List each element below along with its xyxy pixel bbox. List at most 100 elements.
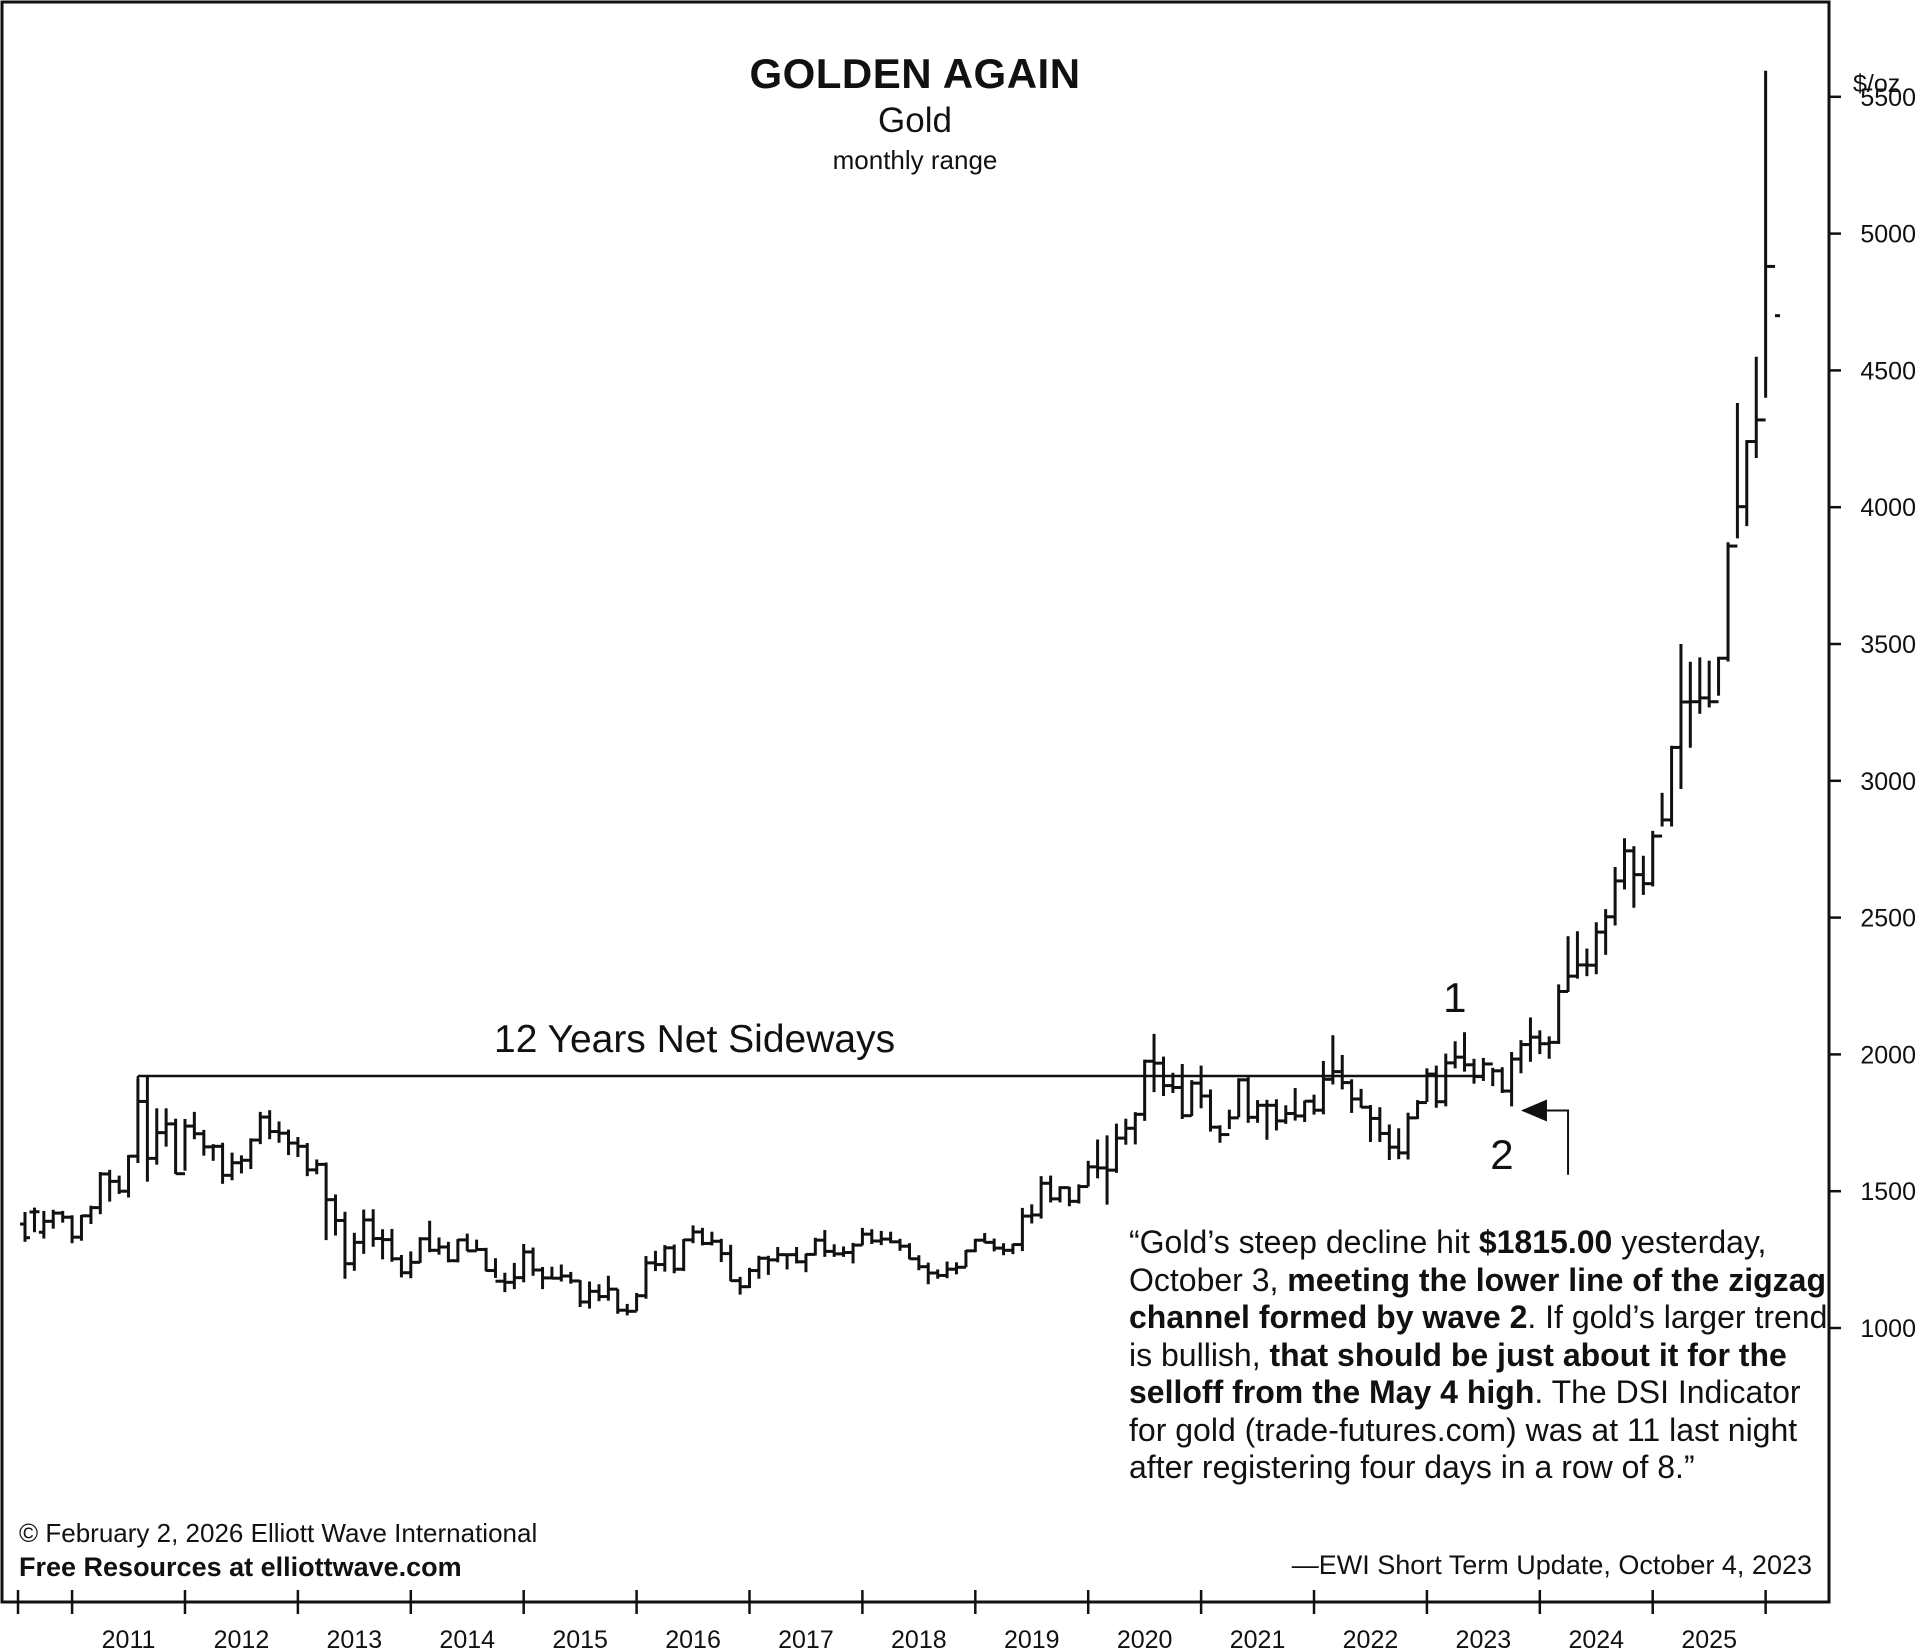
ohlc-bar <box>424 1220 435 1253</box>
ohlc-bar <box>349 1232 360 1271</box>
ohlc-bar <box>1412 1100 1423 1120</box>
ohlc-bar <box>1553 984 1564 1045</box>
ohlc-bar <box>1149 1033 1160 1093</box>
ohlc-bar <box>170 1118 181 1176</box>
ohlc-bar <box>179 1118 190 1176</box>
ohlc-bar <box>1214 1125 1225 1143</box>
ohlc-bar <box>1073 1184 1084 1204</box>
y-tick-label: 3000 <box>1860 768 1916 796</box>
ohlc-bar <box>1619 838 1630 890</box>
ohlc-bar <box>142 1076 153 1182</box>
ohlc-bar <box>1723 542 1734 662</box>
ohlc-bar <box>151 1108 162 1165</box>
y-tick-label: 5500 <box>1860 84 1916 112</box>
x-tick-label: 2012 <box>214 1626 270 1649</box>
ohlc-bar <box>358 1209 369 1254</box>
ohlc-bar <box>292 1137 303 1157</box>
quote-text-1: “Gold’s steep decline hit <box>1129 1224 1479 1260</box>
ohlc-bar <box>622 1303 633 1316</box>
sideways-label: 12 Years Net Sideways <box>494 1018 896 1061</box>
y-tick-label: 4500 <box>1860 357 1916 385</box>
ohlc-bar <box>311 1159 322 1175</box>
ohlc-bar <box>321 1162 332 1241</box>
ohlc-bar <box>782 1253 793 1270</box>
ohlc-bar <box>1139 1059 1150 1121</box>
x-tick-label: 2014 <box>439 1626 495 1649</box>
ohlc-bar <box>1017 1207 1028 1252</box>
ohlc-bar <box>1657 792 1668 838</box>
x-tick-label: 2016 <box>665 1626 721 1649</box>
x-tick-label: 2023 <box>1456 1626 1512 1649</box>
ohlc-bar <box>1628 846 1639 908</box>
ohlc-bar <box>989 1238 1000 1252</box>
ohlc-bar <box>1064 1186 1075 1207</box>
ohlc-bar <box>1243 1077 1254 1123</box>
ohlc-bar <box>753 1255 764 1279</box>
ohlc-bar <box>1469 1058 1479 1084</box>
quote-text-2: yesterday, October 3, <box>1129 1224 1767 1298</box>
ohlc-bar <box>1713 656 1724 704</box>
ohlc-bar <box>1045 1175 1056 1203</box>
ohlc-bar <box>227 1152 238 1181</box>
ohlc-bar <box>932 1269 943 1279</box>
ohlc-bar <box>706 1231 717 1246</box>
quote-bold-2: meeting the lower line of the zigzag cha… <box>1129 1261 1827 1336</box>
ohlc-bar <box>1751 356 1762 458</box>
ohlc-bar <box>556 1264 567 1282</box>
ohlc-bar <box>330 1194 341 1236</box>
ohlc-bar <box>123 1154 134 1198</box>
wave-1-label: 1 <box>1443 973 1467 1021</box>
ohlc-bar <box>189 1111 200 1140</box>
ohlc-bar <box>1252 1100 1263 1123</box>
ohlc-bar <box>688 1225 699 1244</box>
ohlc-bar <box>1356 1088 1367 1109</box>
ohlc-bar <box>499 1272 510 1293</box>
ohlc-bar <box>1233 1078 1244 1120</box>
ohlc-bar <box>1092 1139 1103 1179</box>
ohlc-bar <box>1346 1079 1357 1113</box>
ohlc-bar <box>960 1249 971 1269</box>
free-resources-link[interactable]: Free Resources at elliottwave.com <box>19 1552 462 1582</box>
ohlc-bar <box>998 1243 1009 1256</box>
ohlc-bar <box>594 1284 604 1302</box>
ohlc-bar <box>415 1237 426 1264</box>
y-tick-label: 3500 <box>1860 631 1916 659</box>
ohlc-bar <box>942 1261 953 1279</box>
ohlc-bar <box>904 1243 915 1261</box>
ohlc-bar <box>1741 440 1752 527</box>
ohlc-bar <box>132 1078 143 1164</box>
ohlc-bar <box>1694 657 1705 714</box>
ohlc-bar <box>368 1209 379 1247</box>
ohlc-bar <box>631 1292 642 1313</box>
ohlc-bar <box>848 1242 859 1264</box>
ohlc-bar <box>1450 1041 1461 1069</box>
ohlc-bar <box>1534 1030 1545 1055</box>
ohlc-bar <box>20 1211 30 1242</box>
ohlc-bar <box>1299 1099 1310 1122</box>
ohlc-bar <box>377 1229 388 1260</box>
ohlc-bar <box>1638 855 1649 895</box>
ohlc-bar <box>800 1252 811 1273</box>
ohlc-bar <box>1403 1112 1414 1160</box>
quote-source: —EWI Short Term Update, October 4, 2023 <box>1291 1550 1812 1580</box>
ohlc-bar <box>1186 1080 1197 1118</box>
ohlc-bar <box>669 1244 680 1274</box>
ohlc-bar <box>791 1247 802 1264</box>
ohlc-bar <box>1271 1099 1282 1131</box>
ohlc-bar <box>1770 264 1780 318</box>
quote-bold-3: that should be just about it for the sel… <box>1129 1336 1787 1411</box>
ohlc-bar <box>659 1245 670 1272</box>
quote-text-3: . If gold’s larger trend is bullish, <box>1129 1299 1828 1373</box>
ohlc-bar <box>104 1169 115 1202</box>
ohlc-bar <box>1196 1065 1207 1109</box>
quote-bold-1: $1815.00 <box>1478 1224 1613 1260</box>
ohlc-bar <box>1384 1124 1395 1161</box>
y-tick-label: 5000 <box>1860 221 1916 249</box>
ohlc-bar <box>1130 1112 1141 1145</box>
ohlc-bar <box>1007 1243 1018 1255</box>
ohlc-bar <box>979 1233 990 1244</box>
x-tick-label: 2015 <box>552 1626 608 1649</box>
x-tick-label: 2013 <box>327 1626 383 1649</box>
ohlc-bar <box>1497 1067 1508 1093</box>
ohlc-bar <box>396 1254 407 1278</box>
